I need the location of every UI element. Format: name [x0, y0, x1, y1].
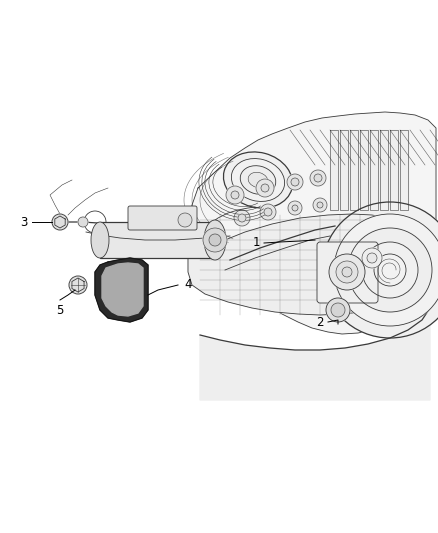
- Circle shape: [313, 198, 327, 212]
- Polygon shape: [370, 130, 378, 210]
- Circle shape: [287, 174, 303, 190]
- Circle shape: [310, 170, 326, 186]
- Polygon shape: [360, 130, 368, 210]
- Circle shape: [326, 298, 350, 322]
- Circle shape: [238, 214, 246, 222]
- Polygon shape: [95, 258, 148, 322]
- Circle shape: [178, 213, 192, 227]
- Circle shape: [322, 202, 438, 338]
- Circle shape: [292, 205, 298, 211]
- Circle shape: [69, 276, 87, 294]
- Polygon shape: [340, 130, 348, 210]
- Text: 1: 1: [252, 237, 260, 249]
- Circle shape: [52, 214, 68, 230]
- Polygon shape: [102, 263, 143, 316]
- Ellipse shape: [248, 172, 268, 188]
- Text: 3: 3: [20, 215, 28, 229]
- Circle shape: [334, 214, 438, 326]
- Polygon shape: [390, 130, 398, 210]
- Circle shape: [209, 234, 221, 246]
- Circle shape: [336, 261, 358, 283]
- Circle shape: [314, 174, 322, 182]
- Ellipse shape: [223, 152, 293, 208]
- Polygon shape: [200, 308, 430, 400]
- FancyBboxPatch shape: [128, 206, 197, 230]
- Circle shape: [362, 248, 382, 268]
- Circle shape: [264, 208, 272, 216]
- FancyBboxPatch shape: [317, 242, 378, 303]
- Polygon shape: [188, 214, 428, 315]
- Polygon shape: [188, 112, 436, 334]
- Circle shape: [367, 253, 377, 263]
- Circle shape: [348, 228, 432, 312]
- Text: 5: 5: [57, 303, 64, 317]
- Circle shape: [234, 210, 250, 226]
- Circle shape: [317, 202, 323, 208]
- Circle shape: [261, 184, 269, 192]
- Circle shape: [288, 201, 302, 215]
- Ellipse shape: [91, 222, 109, 258]
- Ellipse shape: [204, 220, 226, 260]
- Circle shape: [203, 228, 227, 252]
- Polygon shape: [330, 130, 338, 210]
- Circle shape: [78, 217, 88, 227]
- Ellipse shape: [240, 166, 276, 195]
- Circle shape: [362, 242, 418, 298]
- Circle shape: [374, 254, 406, 286]
- Text: 4: 4: [184, 279, 192, 292]
- Ellipse shape: [231, 158, 285, 201]
- Circle shape: [231, 191, 239, 199]
- Polygon shape: [380, 130, 388, 210]
- Circle shape: [342, 267, 352, 277]
- Bar: [100, 222, 215, 258]
- Polygon shape: [400, 130, 408, 210]
- Text: 2: 2: [316, 316, 324, 328]
- Circle shape: [256, 179, 274, 197]
- Polygon shape: [350, 130, 358, 210]
- Circle shape: [226, 186, 244, 204]
- Circle shape: [260, 204, 276, 220]
- Circle shape: [331, 303, 345, 317]
- Circle shape: [291, 178, 299, 186]
- Circle shape: [329, 254, 365, 290]
